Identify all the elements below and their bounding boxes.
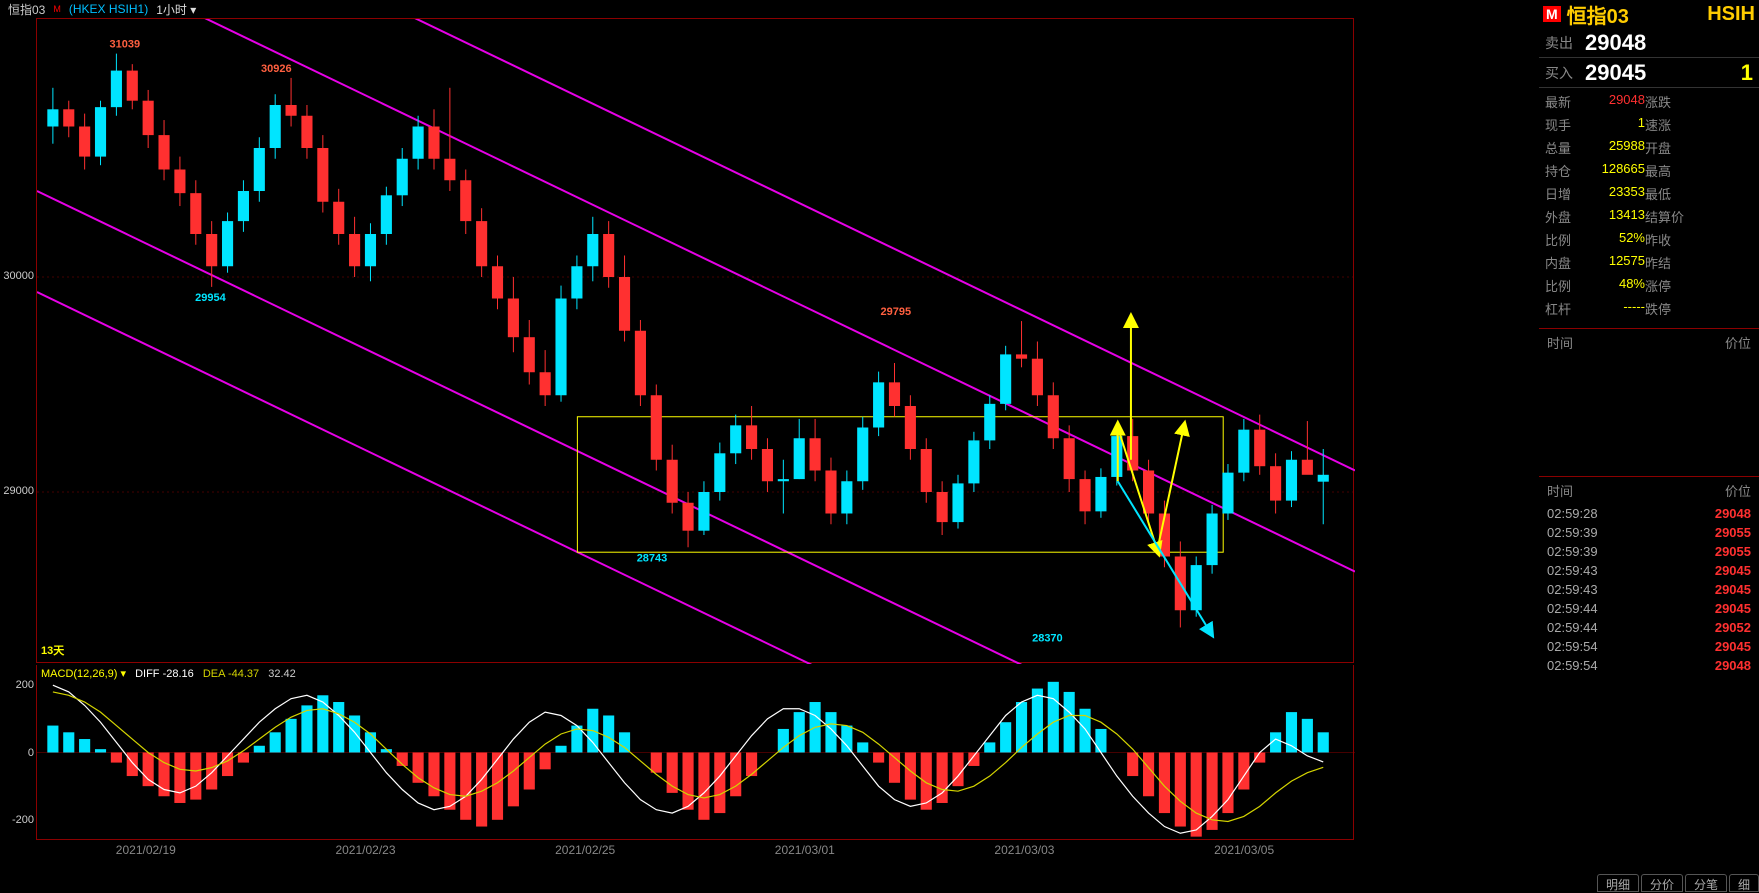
buy-row: 买入 29045 1 [1539,58,1759,88]
price-chart[interactable]: 31039 30926 29954 29795 28743 28370 13天 [36,18,1354,663]
bottom-tabs: 明细分价分笔细 [1597,874,1759,892]
price-yaxis: 29000 30000 [0,18,36,663]
sell-row: 卖出 29048 [1539,28,1759,58]
tick-row: 02:59:39 29055 [1547,542,1751,561]
symbol-marker: M [53,4,61,14]
svg-text:29954: 29954 [195,292,226,304]
market-badge: M [1543,6,1561,22]
tab-button[interactable]: 细 [1729,874,1759,892]
chevron-down-icon: ▾ [190,3,196,17]
symbol-code: (HKEX HSIH1) [69,2,148,16]
tick-row: 02:59:43 29045 [1547,561,1751,580]
tick-row: 02:59:54 29048 [1547,656,1751,675]
tab-button[interactable]: 分笔 [1685,874,1727,892]
quote-name: 恒指03 [1567,0,1629,29]
svg-text:30926: 30926 [261,63,292,75]
tick-row: 02:59:39 29055 [1547,523,1751,542]
quote-title: M 恒指03 HSIH [1539,0,1759,28]
tick-row: 02:59:44 29052 [1547,618,1751,637]
svg-text:28370: 28370 [1032,632,1063,644]
tab-button[interactable]: 分价 [1641,874,1683,892]
timeframe-selector[interactable]: 1小时 ▾ [156,1,196,18]
svg-text:29795: 29795 [881,306,912,318]
tick-row: 02:59:28 29048 [1547,504,1751,523]
quote-code: HSIH [1707,3,1755,26]
symbol-name: 恒指03 [8,1,45,18]
tick-row: 02:59:43 29045 [1547,580,1751,599]
ma-label: 13天 [41,642,64,658]
tick-list: 02:59:28 29048 02:59:39 29055 02:59:39 2… [1539,504,1759,675]
tick-row: 02:59:44 29045 [1547,599,1751,618]
tick-header-upper: 时间 价位 [1539,328,1759,356]
macd-chart[interactable]: MACD(12,26,9) ▾ DIFF -28.16 DEA -44.37 3… [36,665,1354,840]
macd-yaxis: -200 0 200 [0,665,36,840]
tick-row: 02:59:54 29045 [1547,637,1751,656]
quote-panel: M 恒指03 HSIH 卖出 29048 买入 29045 1 最新 29048… [1539,0,1759,892]
svg-text:31039: 31039 [109,39,140,51]
chart-header: 恒指03 M (HKEX HSIH1) 1小时 ▾ [0,0,196,18]
time-xaxis: 2021/02/192021/02/232021/02/252021/03/01… [36,840,1354,860]
quote-data-grid: 最新 29048 涨跌现手 1 速涨总量 25988 开盘持仓 128665 最… [1539,88,1759,322]
tab-button[interactable]: 明细 [1597,874,1639,892]
svg-text:28743: 28743 [637,552,668,564]
tick-header: 时间 价位 [1539,476,1759,504]
